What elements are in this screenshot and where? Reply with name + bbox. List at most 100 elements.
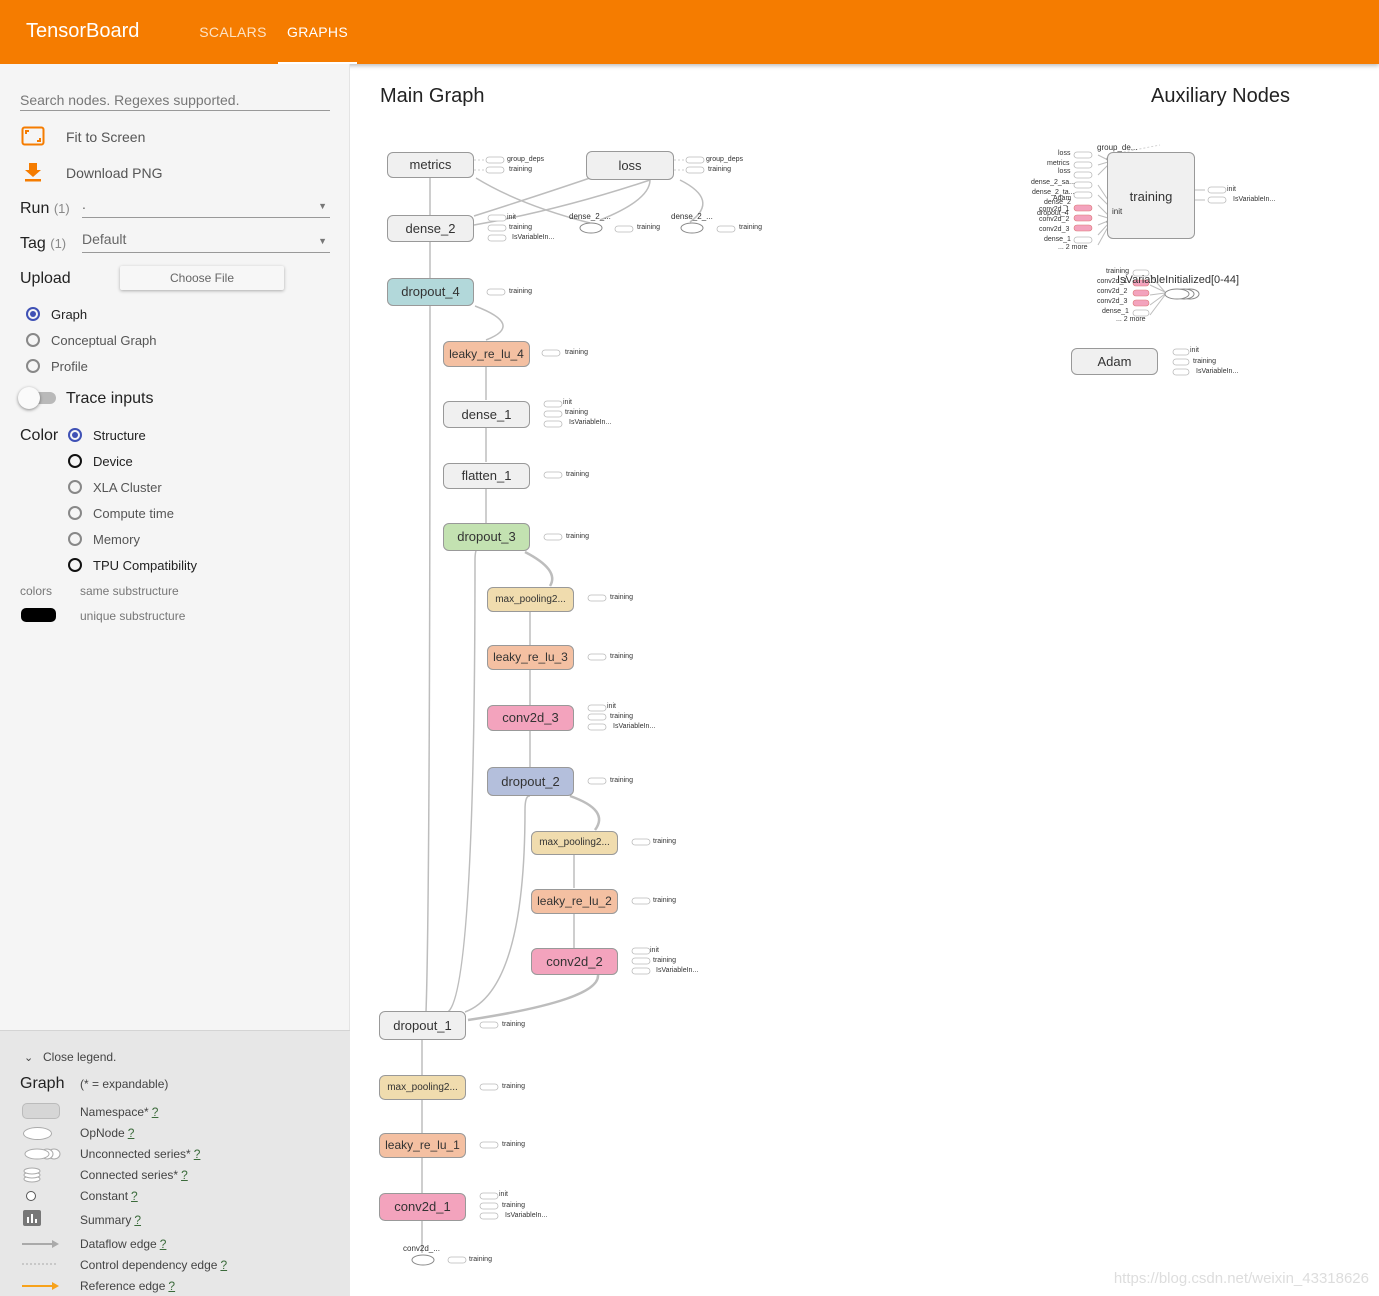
radio-color-compute-time[interactable] xyxy=(68,506,82,520)
radio-graph[interactable] xyxy=(26,307,40,321)
color-memory-label: Memory xyxy=(93,532,140,547)
label-loss: loss xyxy=(1058,150,1071,157)
fit-to-screen-icon[interactable] xyxy=(21,126,45,146)
help-link[interactable]: ? xyxy=(193,1147,201,1161)
label-more: ... 2 more xyxy=(1116,316,1146,323)
label-conv2d-2: conv2d_2 xyxy=(1097,288,1128,295)
node-training[interactable]: training xyxy=(1107,152,1195,239)
label-dense-1: dense_1 xyxy=(1044,236,1071,243)
node-leaky-re-lu-1[interactable]: leaky_re_lu_1 xyxy=(379,1133,466,1158)
label-conv2d-op: conv2d_... xyxy=(403,1244,440,1253)
radio-conceptual-graph[interactable] xyxy=(26,333,40,347)
help-link[interactable]: ? xyxy=(127,1126,135,1140)
help-link[interactable]: ? xyxy=(159,1237,167,1251)
legend-reference-edge: Reference edge? xyxy=(80,1279,176,1293)
help-link[interactable]: ? xyxy=(151,1105,159,1119)
fit-to-screen-button[interactable]: Fit to Screen xyxy=(66,129,146,145)
node-dropout-4[interactable]: dropout_4 xyxy=(387,278,474,306)
label-training: training xyxy=(502,1083,525,1090)
node-isvariableinitialized[interactable]: IsVariableInitialized[0-44] xyxy=(1117,274,1240,286)
color-xla-label: XLA Cluster xyxy=(93,480,162,495)
color-device-label: Device xyxy=(93,454,133,469)
legend-connected-series: Connected series*? xyxy=(80,1168,188,1182)
label-dense-2-op: dense_2_... xyxy=(671,212,713,221)
node-dropout-1[interactable]: dropout_1 xyxy=(379,1011,466,1040)
node-dropout-3[interactable]: dropout_3 xyxy=(443,523,530,551)
label-init: init xyxy=(1190,347,1199,354)
label-training: training xyxy=(502,1141,525,1148)
namespace-icon xyxy=(22,1103,60,1119)
label-training: training xyxy=(610,594,633,601)
legend-unconnected-series: Unconnected series*? xyxy=(80,1147,201,1161)
node-adam[interactable]: Adam xyxy=(1071,348,1158,375)
node-conv2d-3[interactable]: conv2d_3 xyxy=(487,705,574,731)
label-isvariable: IsVariableIn... xyxy=(512,234,555,241)
color-compute-label: Compute time xyxy=(93,506,174,521)
node-metrics[interactable]: metrics xyxy=(387,152,474,178)
download-png-button[interactable]: Download PNG xyxy=(66,165,163,181)
chevron-down-icon[interactable]: ⌄ xyxy=(24,1052,34,1064)
node-dropout-2[interactable]: dropout_2 xyxy=(487,767,574,796)
close-legend-button[interactable]: Close legend. xyxy=(43,1050,117,1064)
node-max-pooling-3[interactable]: max_pooling2... xyxy=(487,587,574,612)
search-input[interactable] xyxy=(20,90,330,111)
label-dense-2-ta: dense_2_ta... xyxy=(1032,189,1075,196)
label-init: init xyxy=(499,1191,508,1198)
node-max-pooling-2[interactable]: max_pooling2... xyxy=(531,831,618,855)
legend-dataflow-edge: Dataflow edge? xyxy=(80,1237,167,1251)
radio-profile[interactable] xyxy=(26,359,40,373)
node-conv2d-1[interactable]: conv2d_1 xyxy=(379,1193,466,1221)
label-conv2d-1: conv2d_1 xyxy=(1039,206,1070,213)
label-training: training xyxy=(566,471,589,478)
label-conv2d-3: conv2d_3 xyxy=(1097,298,1128,305)
node-max-pooling-1[interactable]: max_pooling2... xyxy=(379,1075,466,1100)
help-link[interactable]: ? xyxy=(220,1258,228,1272)
opnode-icon xyxy=(23,1127,52,1140)
legend-opnode: OpNode? xyxy=(80,1126,135,1140)
label-isvariable: IsVariableIn... xyxy=(613,723,656,730)
node-loss[interactable]: loss xyxy=(586,151,674,180)
download-icon[interactable] xyxy=(23,162,43,182)
node-dense-1[interactable]: dense_1 xyxy=(443,401,530,428)
legend-subtitle: (* = expandable) xyxy=(80,1077,169,1091)
node-leaky-re-lu-2[interactable]: leaky_re_lu_2 xyxy=(531,889,618,914)
node-conv2d-2[interactable]: conv2d_2 xyxy=(531,948,618,975)
node-leaky-re-lu-3[interactable]: leaky_re_lu_3 xyxy=(487,645,574,670)
label-training: training xyxy=(653,838,676,845)
legend-summary: Summary? xyxy=(80,1213,142,1227)
help-link[interactable]: ? xyxy=(131,1189,138,1203)
help-link[interactable]: ? xyxy=(168,1279,176,1293)
label-training: training xyxy=(565,409,588,416)
help-link[interactable]: ? xyxy=(134,1213,142,1227)
label-conv2d-2: conv2d_2 xyxy=(1039,216,1070,223)
help-link[interactable]: ? xyxy=(181,1168,188,1182)
tab-scalars[interactable]: SCALARS xyxy=(199,24,267,40)
radio-color-tpu[interactable] xyxy=(68,558,82,572)
label-dense-2: dense_2 xyxy=(1044,199,1071,206)
tab-graphs[interactable]: GRAPHS xyxy=(278,0,357,64)
label-loss: loss xyxy=(1058,168,1071,175)
label-dense-2-op: dense_2_... xyxy=(569,212,611,221)
radio-color-structure[interactable] xyxy=(68,428,82,442)
toggle-knob[interactable] xyxy=(18,387,40,409)
label-metrics: metrics xyxy=(1047,160,1070,167)
label-isvariable: IsVariableIn... xyxy=(1233,196,1276,203)
label-group-de: group_de... xyxy=(1097,143,1138,152)
choose-file-button[interactable]: Choose File xyxy=(120,266,284,290)
label-training: training xyxy=(708,166,731,173)
label-init: init xyxy=(650,947,659,954)
label-training: training xyxy=(610,777,633,784)
label-isvariable: IsVariableIn... xyxy=(1196,368,1239,375)
radio-color-memory[interactable] xyxy=(68,532,82,546)
radio-color-device[interactable] xyxy=(68,454,82,468)
radio-color-xla[interactable] xyxy=(68,480,82,494)
unique-substructure-label: unique substructure xyxy=(80,609,186,623)
label-conv2d-1: conv2d_1 xyxy=(1097,278,1128,285)
node-leaky-re-lu-4[interactable]: leaky_re_lu_4 xyxy=(443,341,530,367)
node-flatten-1[interactable]: flatten_1 xyxy=(443,463,530,489)
legend-control-edge: Control dependency edge? xyxy=(80,1258,228,1272)
node-dense-2[interactable]: dense_2 xyxy=(387,215,474,242)
label-training: training xyxy=(610,713,633,720)
tag-select[interactable]: Default ▼ xyxy=(82,231,330,253)
run-select[interactable]: . ▼ xyxy=(82,196,330,218)
